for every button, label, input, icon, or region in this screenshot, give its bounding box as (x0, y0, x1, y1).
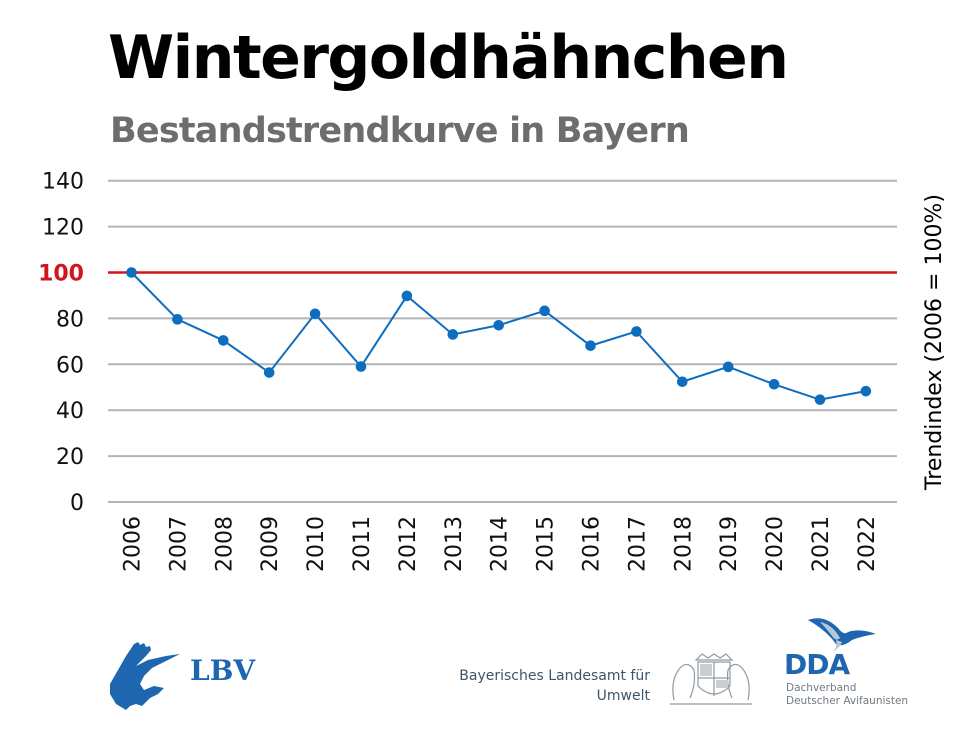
data-point-2006 (126, 267, 137, 278)
dda-line-2: Deutscher Avifaunisten (786, 695, 909, 707)
x-tick-label: 2020 (763, 516, 788, 572)
x-tick-label: 2013 (442, 516, 467, 572)
data-point-2021 (814, 394, 826, 405)
x-tick-label: 2021 (809, 516, 834, 572)
x-tick-label: 2018 (671, 516, 696, 572)
chart-title: Wintergoldhähnchen (108, 23, 789, 93)
x-tick-labels: 2006 2007 2008 2009 2010 2011 2012 2013 2014 2015… (121, 516, 880, 572)
data-point-2017 (631, 326, 642, 337)
bavarian-crest-icon (670, 653, 752, 705)
data-point-2007 (172, 314, 183, 325)
dda-logo-subtitle: Dachverband Deutscher Avifaunisten (786, 682, 908, 708)
x-tick-label: 2011 (350, 516, 375, 572)
data-point-2011 (355, 361, 367, 372)
data-point-2010 (309, 308, 321, 320)
chart-subtitle: Bestandstrendkurve in Bayern (110, 111, 690, 151)
data-point-2008 (218, 335, 229, 346)
lfu-line-1: Bayerisches Landesamt für (459, 668, 650, 684)
data-point-2015 (539, 305, 550, 317)
data-point-2018 (677, 376, 688, 388)
x-tick-label: 2008 (212, 516, 237, 572)
y-tick-label: 40 (56, 399, 84, 424)
data-point-2020 (768, 378, 780, 390)
data-point-2009 (263, 367, 275, 378)
x-tick-label: 2007 (166, 516, 191, 572)
data-point-2013 (447, 329, 459, 340)
data-point-2012 (401, 290, 413, 302)
y-tick-labels: 0 20 40 60 80 100 120 140 (38, 170, 84, 516)
data-point-2019 (722, 361, 734, 373)
x-tick-label: 2006 (121, 516, 146, 572)
dda-bird-icon (808, 618, 876, 652)
lfu-line-2: Umwelt (596, 688, 650, 704)
y-tick-label: 0 (70, 491, 84, 516)
x-tick-label: 2015 (534, 516, 559, 572)
series-line-group (126, 267, 872, 405)
dda-line-1: Dachverband (786, 682, 857, 694)
y-tick-label: 100 (38, 262, 84, 287)
x-tick-label: 2019 (717, 516, 742, 572)
x-tick-label: 2010 (304, 516, 329, 572)
x-tick-label: 2017 (625, 516, 650, 572)
x-tick-label: 2022 (855, 516, 880, 572)
x-tick-label: 2009 (258, 516, 283, 572)
y-tick-label: 60 (56, 353, 84, 378)
x-tick-label: 2012 (396, 516, 421, 572)
data-point-2022 (860, 385, 872, 397)
y-axis-label: Trendindex (2006 = 100%) (922, 194, 947, 491)
y-tick-label: 80 (56, 307, 84, 332)
grid-lines (108, 179, 897, 503)
kingfisher-icon (110, 642, 180, 710)
y-tick-label: 120 (42, 216, 84, 241)
lbv-logo-text: LBV (190, 654, 256, 687)
y-tick-label: 140 (42, 170, 84, 195)
x-tick-label: 2016 (580, 516, 605, 572)
y-tick-label: 20 (56, 445, 84, 470)
data-point-2014 (493, 319, 505, 331)
lbv-logo: LBV (110, 642, 256, 710)
x-tick-label: 2014 (488, 516, 513, 572)
data-point-2016 (585, 340, 596, 352)
lfu-logo-text: Bayerisches Landesamt für Umwelt (459, 666, 650, 706)
series-line (130, 271, 867, 401)
dda-logo-text: DDA (784, 648, 850, 681)
